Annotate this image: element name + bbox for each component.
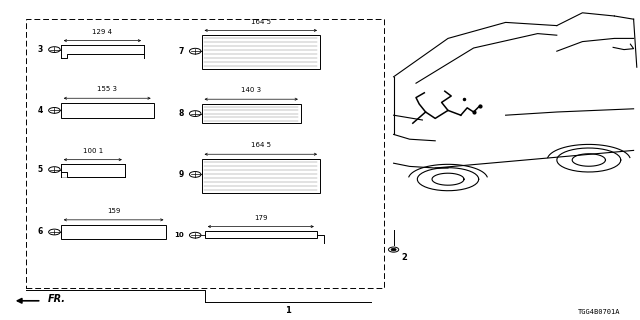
Text: 8: 8 — [179, 109, 184, 118]
Bar — [26, 19, 384, 288]
Text: 159: 159 — [107, 208, 120, 214]
Text: 140 3: 140 3 — [241, 87, 261, 93]
Text: 164 5: 164 5 — [251, 142, 271, 148]
Text: 5: 5 — [38, 165, 43, 174]
Text: 4: 4 — [38, 106, 43, 115]
Bar — [61, 225, 166, 239]
Text: TGG4B0701A: TGG4B0701A — [579, 309, 621, 315]
Text: FR.: FR. — [48, 294, 66, 304]
Text: 7: 7 — [179, 47, 184, 56]
Text: 164 5: 164 5 — [251, 19, 271, 25]
Text: 155 3: 155 3 — [97, 86, 117, 92]
Bar — [202, 104, 301, 123]
Circle shape — [391, 248, 396, 251]
Bar — [61, 103, 154, 118]
Bar — [205, 231, 317, 238]
Text: 2: 2 — [401, 253, 407, 262]
Bar — [202, 159, 320, 193]
Text: 179: 179 — [254, 215, 268, 221]
Text: 6: 6 — [38, 228, 43, 236]
Text: 9: 9 — [179, 170, 184, 179]
Text: 1: 1 — [285, 306, 291, 315]
Text: 10: 10 — [174, 232, 184, 238]
Text: 100 1: 100 1 — [83, 148, 103, 154]
Text: 129 4: 129 4 — [92, 29, 113, 35]
Bar — [202, 35, 320, 69]
Text: 3: 3 — [38, 45, 43, 54]
